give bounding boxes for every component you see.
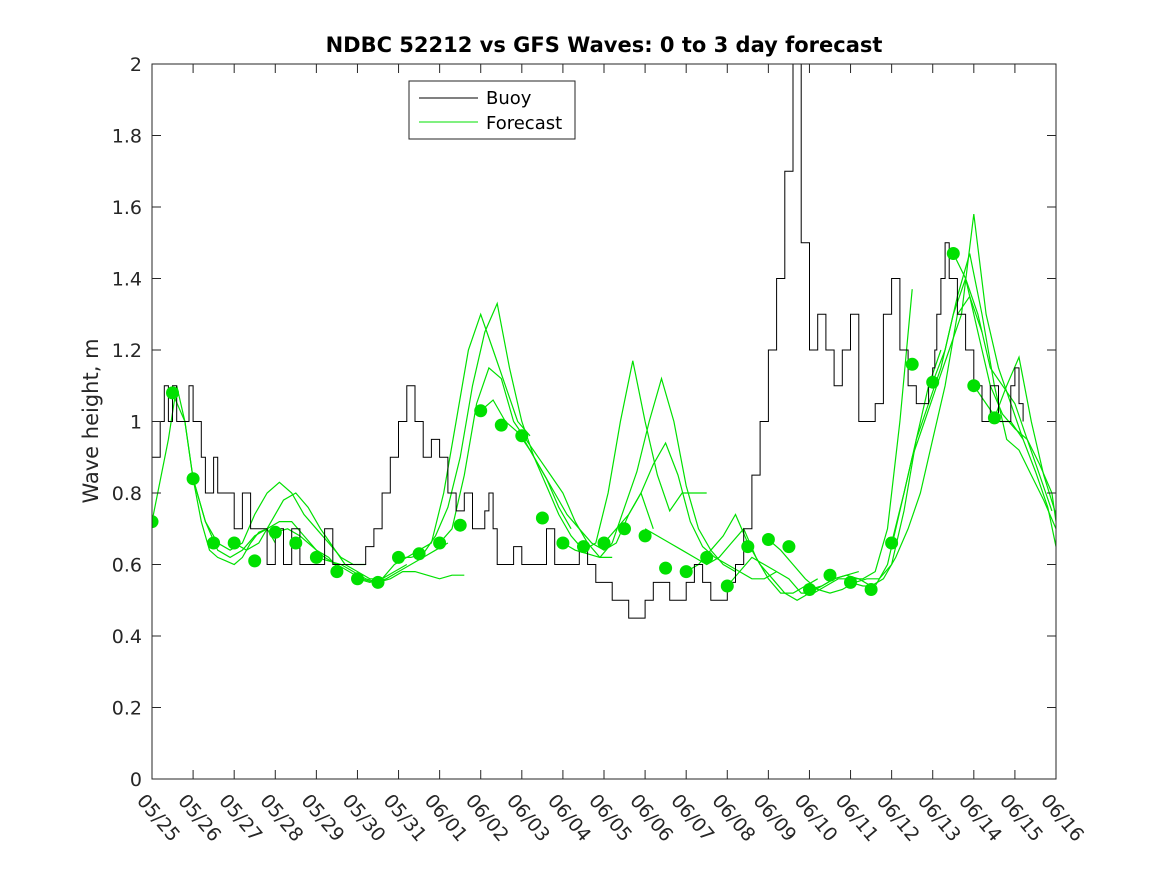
- forecast-marker: [618, 522, 631, 536]
- forecast-marker: [351, 572, 364, 586]
- forecast-run-line: [562, 376, 736, 573]
- forecast-marker: [741, 540, 755, 554]
- forecast-marker: [577, 540, 590, 554]
- forecast-marker: [967, 379, 981, 393]
- forecast-marker: [761, 533, 775, 546]
- forecast-marker: [926, 375, 940, 389]
- forecast-marker: [186, 472, 200, 486]
- forecast-marker: [166, 386, 179, 400]
- forecast-marker: [330, 565, 344, 579]
- legend-buoy-label: Buoy: [486, 88, 532, 109]
- forecast-marker: [453, 518, 467, 532]
- forecast-marker: [227, 536, 241, 550]
- forecast-marker: [987, 411, 1001, 425]
- forecast-marker: [535, 511, 549, 525]
- forecast-run-line: [973, 385, 1056, 547]
- forecast-marker: [412, 547, 426, 561]
- forecast-run-line: [521, 360, 707, 551]
- chart-title: NDBC 52212 vs GFS Waves: 0 to 3 day fore…: [326, 33, 883, 57]
- y-tick-label: 2: [130, 54, 142, 76]
- y-tick-label: 1.4: [112, 269, 142, 291]
- forecast-marker: [659, 561, 673, 575]
- y-tick-label: 0.2: [112, 698, 142, 720]
- forecast-marker: [474, 404, 488, 418]
- y-tick-label: 0: [130, 769, 142, 791]
- forecast-marker: [392, 550, 405, 564]
- forecast-run-line: [644, 527, 819, 594]
- forecast-run-line: [603, 441, 777, 580]
- legend-forecast-label: Forecast: [486, 113, 562, 134]
- y-tick-label: 0.4: [112, 626, 142, 648]
- forecast-marker: [700, 550, 714, 564]
- forecast-run-line: [152, 385, 276, 566]
- forecast-marker: [946, 247, 960, 260]
- forecast-marker: [885, 536, 899, 550]
- y-axis: 0 0.2 0.4 0.6 0.8 1 1.2 1.4 1.6 1.8 2: [112, 54, 1056, 791]
- y-tick-label: 1.8: [112, 126, 142, 148]
- forecast-run-line: [891, 276, 1053, 544]
- forecast-marker: [905, 357, 919, 371]
- forecast-marker: [433, 536, 447, 550]
- forecast-marker: [268, 525, 282, 539]
- forecast-marker: [864, 583, 878, 596]
- forecast-marker: [152, 515, 159, 529]
- forecast-marker: [494, 418, 508, 432]
- legend-box: [408, 80, 576, 140]
- forecast-marker: [248, 554, 262, 568]
- forecast-marker: [289, 536, 303, 550]
- forecast-marker: [638, 529, 652, 543]
- forecast-marker: [844, 575, 857, 589]
- forecast-marker: [597, 536, 611, 550]
- y-tick-label: 0.6: [112, 555, 142, 577]
- forecast-markers: [152, 247, 1001, 596]
- y-tick-label: 1.6: [112, 197, 142, 219]
- forecast-marker: [207, 536, 221, 550]
- forecast-marker: [556, 536, 570, 550]
- forecast-marker: [823, 568, 837, 582]
- forecast-run-line: [993, 355, 1056, 515]
- forecast-marker: [371, 575, 385, 589]
- forecast-marker: [309, 550, 323, 564]
- y-tick-label: 0.8: [112, 483, 142, 505]
- y-axis-label: Wave height, m: [79, 338, 103, 503]
- forecast-marker: [515, 429, 529, 443]
- y-tick-label: 1.2: [112, 340, 142, 362]
- forecast-run-line: [357, 312, 531, 584]
- y-tick-label: 1: [130, 412, 142, 434]
- legend: Buoy Forecast: [408, 80, 576, 140]
- forecast-marker: [720, 579, 734, 593]
- forecast-marker: [679, 565, 693, 579]
- forecast-marker: [782, 540, 796, 554]
- forecast-marker: [803, 583, 816, 596]
